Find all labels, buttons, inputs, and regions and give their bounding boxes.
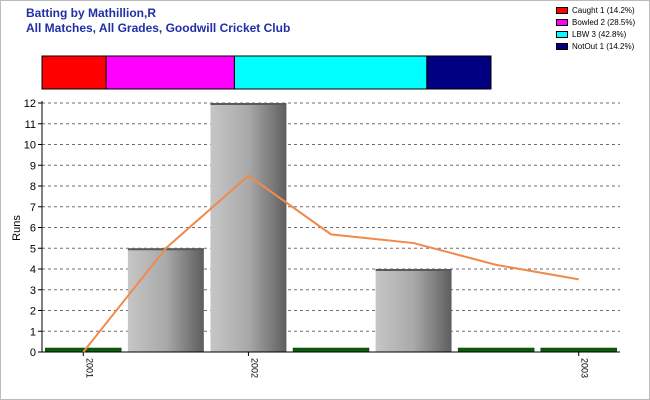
- legend-swatch-bowled: [556, 19, 568, 26]
- y-tick-label: 0: [30, 347, 36, 359]
- y-tick-label: 7: [30, 202, 36, 214]
- chart-subtitle: All Matches, All Grades, Goodwill Cricke…: [26, 21, 291, 35]
- dismissal-segment-bowled: [105, 55, 235, 90]
- chart-title: Batting by Mathillion,R: [26, 6, 156, 20]
- y-tick-label: 4: [30, 264, 36, 276]
- y-tick-label: 8: [30, 181, 36, 193]
- average-line: [82, 174, 579, 353]
- legend-item-lbw: LBW 3 (42.8%): [556, 29, 642, 41]
- bar-innings-5: [375, 269, 452, 352]
- bar-top-edge: [375, 269, 452, 271]
- dismissal-segment-lbw: [233, 55, 428, 90]
- dismissal-segment-caught: [41, 55, 107, 90]
- legend-item-notout: NotOut 1 (14.2%): [556, 41, 642, 53]
- y-tick-label: 5: [30, 243, 36, 255]
- legend-swatch-lbw: [556, 31, 568, 38]
- y-tick-label: 2: [30, 306, 36, 318]
- y-tick-label: 6: [30, 223, 36, 235]
- y-tick-label: 3: [30, 285, 36, 297]
- bar-innings-4: [292, 347, 370, 353]
- legend: Caught 1 (14.2%) Bowled 2 (28.5%) LBW 3 …: [556, 5, 642, 53]
- legend-item-caught: Caught 1 (14.2%): [556, 5, 642, 17]
- y-tick-label: 11: [25, 119, 36, 131]
- legend-label-caught: Caught 1 (14.2%): [572, 6, 635, 15]
- bar-innings-2: [127, 248, 204, 352]
- y-tick-label: 1: [30, 326, 36, 338]
- x-tick-label: 2002: [249, 358, 259, 378]
- x-tick-label: 2001: [84, 358, 94, 378]
- legend-label-lbw: LBW 3 (42.8%): [572, 30, 627, 39]
- legend-item-bowled: Bowled 2 (28.5%): [556, 17, 642, 29]
- bar-top-edge: [210, 103, 287, 105]
- legend-label-bowled: Bowled 2 (28.5%): [572, 18, 636, 27]
- y-tick-label: 10: [24, 140, 36, 152]
- x-tick-label: 2003: [580, 358, 590, 378]
- dismissal-segment-notout: [426, 55, 492, 90]
- legend-swatch-notout: [556, 43, 568, 50]
- legend-swatch-caught: [556, 7, 568, 14]
- legend-label-notout: NotOut 1 (14.2%): [572, 42, 635, 51]
- bar-innings-6: [457, 347, 535, 353]
- bar-innings-7: [540, 347, 617, 353]
- bar-innings-3: [210, 103, 287, 352]
- y-tick-label: 9: [30, 160, 36, 172]
- y-tick-label: 12: [24, 98, 36, 110]
